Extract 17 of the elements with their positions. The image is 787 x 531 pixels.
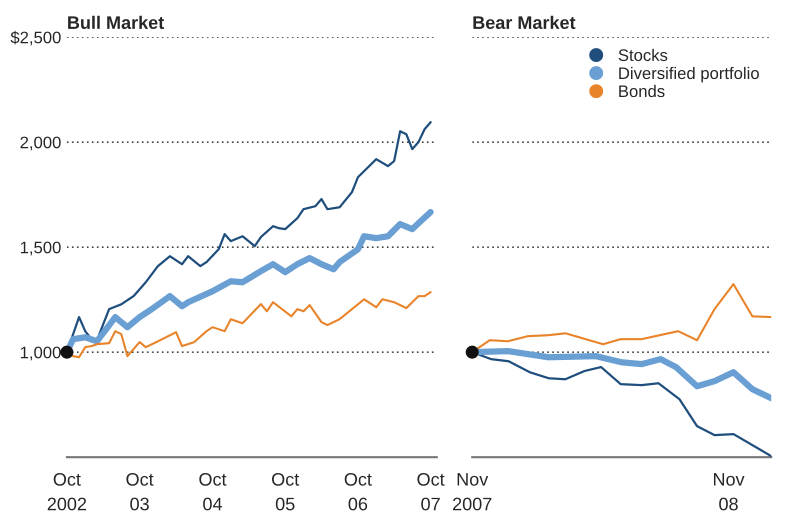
x-tick-label: Oct 03 (126, 472, 154, 510)
x-tick-label: Nov 2007 (453, 473, 492, 510)
x-tick-label: Nov 08 (714, 473, 745, 510)
y-tick-label: 1,500 (20, 242, 61, 256)
chart-title: Bear Market (473, 16, 576, 30)
y-tick-label: 2,000 (20, 136, 61, 150)
y-tick-label: $2,500 (10, 30, 61, 46)
x-tick-label: Oct 2002 (48, 472, 86, 510)
x-tick-label: Oct 07 (417, 472, 445, 510)
x-tick-label: Oct 04 (199, 472, 226, 510)
x-tick-label: Oct 06 (344, 472, 372, 510)
legend-label: Diversified portfolio (619, 66, 759, 82)
legend-label: Bonds (619, 84, 665, 98)
x-tick-label: Oct 05 (272, 472, 300, 510)
y-tick-label: 1,000 (20, 346, 61, 360)
legend-label: Stocks (618, 48, 668, 62)
chart-title: Bull Market (68, 16, 164, 30)
